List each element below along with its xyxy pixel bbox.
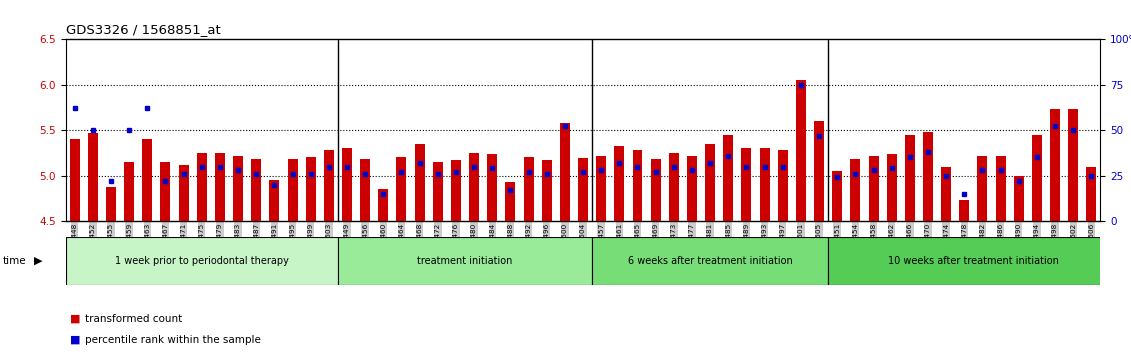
Text: ■: ■ bbox=[70, 335, 80, 345]
Bar bbox=[1069, 109, 1078, 221]
Text: ▶: ▶ bbox=[34, 256, 43, 266]
Bar bbox=[668, 153, 679, 221]
Bar bbox=[851, 159, 861, 221]
Text: 6 weeks after treatment initiation: 6 weeks after treatment initiation bbox=[628, 256, 793, 266]
Bar bbox=[1105, 185, 1114, 221]
Bar bbox=[705, 144, 715, 221]
Bar bbox=[977, 156, 987, 221]
Bar bbox=[578, 158, 588, 221]
Bar bbox=[487, 154, 498, 221]
Bar bbox=[1050, 109, 1060, 221]
Bar bbox=[650, 159, 661, 221]
Bar bbox=[814, 121, 824, 221]
Bar bbox=[828, 237, 1119, 285]
Bar bbox=[778, 150, 787, 221]
Bar bbox=[106, 187, 116, 221]
Bar bbox=[305, 156, 316, 221]
Bar bbox=[1087, 167, 1096, 221]
Bar bbox=[451, 160, 461, 221]
Bar bbox=[542, 160, 552, 221]
Bar bbox=[1013, 176, 1024, 221]
Bar bbox=[360, 159, 370, 221]
Bar bbox=[614, 145, 624, 221]
Bar bbox=[66, 237, 338, 285]
Bar bbox=[524, 158, 534, 221]
Bar bbox=[88, 133, 97, 221]
Bar bbox=[760, 148, 769, 221]
Text: percentile rank within the sample: percentile rank within the sample bbox=[85, 335, 261, 345]
Text: time: time bbox=[2, 256, 26, 266]
Bar bbox=[379, 189, 388, 221]
Bar bbox=[1031, 135, 1042, 221]
Bar bbox=[397, 158, 406, 221]
Bar bbox=[923, 132, 933, 221]
Text: transformed count: transformed count bbox=[85, 314, 182, 324]
Bar bbox=[197, 153, 207, 221]
Bar bbox=[179, 165, 189, 221]
Bar bbox=[959, 200, 969, 221]
Bar bbox=[742, 148, 751, 221]
Bar bbox=[323, 150, 334, 221]
Bar bbox=[905, 135, 915, 221]
Bar bbox=[469, 153, 480, 221]
Bar bbox=[832, 171, 843, 221]
Bar bbox=[506, 182, 516, 221]
Bar bbox=[560, 123, 570, 221]
Bar bbox=[269, 180, 279, 221]
Bar bbox=[995, 156, 1005, 221]
Bar bbox=[233, 156, 243, 221]
Bar bbox=[796, 80, 806, 221]
Text: GDS3326 / 1568851_at: GDS3326 / 1568851_at bbox=[66, 23, 221, 36]
Bar bbox=[251, 159, 261, 221]
Bar bbox=[887, 154, 897, 221]
Bar bbox=[593, 237, 828, 285]
Bar bbox=[161, 162, 171, 221]
Bar bbox=[433, 162, 442, 221]
Bar bbox=[596, 156, 606, 221]
Bar bbox=[338, 237, 593, 285]
Bar bbox=[724, 135, 733, 221]
Bar bbox=[869, 156, 879, 221]
Bar bbox=[632, 150, 642, 221]
Bar bbox=[124, 162, 135, 221]
Bar bbox=[415, 144, 424, 221]
Bar bbox=[287, 159, 297, 221]
Bar bbox=[941, 167, 951, 221]
Bar bbox=[70, 139, 79, 221]
Bar bbox=[215, 153, 225, 221]
Text: treatment initiation: treatment initiation bbox=[417, 256, 512, 266]
Bar bbox=[342, 148, 352, 221]
Text: 1 week prior to periodontal therapy: 1 week prior to periodontal therapy bbox=[115, 256, 288, 266]
Text: ■: ■ bbox=[70, 314, 80, 324]
Bar bbox=[687, 156, 697, 221]
Bar bbox=[143, 139, 153, 221]
Text: 10 weeks after treatment initiation: 10 weeks after treatment initiation bbox=[888, 256, 1059, 266]
